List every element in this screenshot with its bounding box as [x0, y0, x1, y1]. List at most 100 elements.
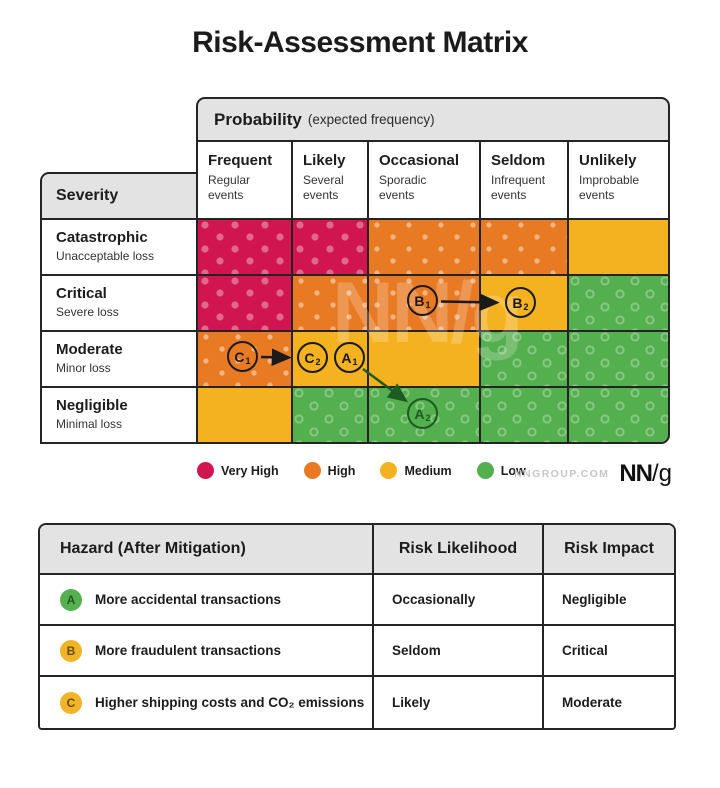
column-header-seldom: Seldom Infrequent events — [479, 140, 569, 220]
legend-item-very-high: Very High — [197, 462, 279, 479]
table-row-c-impact: Moderate — [544, 677, 674, 728]
matrix-cell — [567, 330, 670, 388]
probability-title: Probability — [214, 109, 302, 129]
legend-item-high: High — [303, 462, 356, 479]
row-label: Negligible — [56, 397, 128, 414]
hazard-table: Hazard (After Mitigation) Risk Likelihoo… — [38, 523, 676, 730]
marker-letter: A — [414, 405, 425, 422]
table-row-c-hazard: C Higher shipping costs and CO₂ emission… — [40, 677, 374, 728]
column-header-likely: Likely Several events — [291, 140, 369, 220]
badge-a-icon: A — [60, 588, 82, 611]
marker-sub: 1 — [425, 299, 431, 310]
table-row-b-likelihood: Seldom — [374, 626, 544, 677]
marker-sub: 2 — [523, 301, 529, 312]
column-header-occasional: Occasional Sporadic events — [367, 140, 481, 220]
row-label: Catastrophic — [56, 229, 148, 246]
column-label: Likely — [303, 152, 346, 169]
matrix-cell — [479, 218, 569, 276]
row-sublabel: Minimal loss — [56, 417, 123, 432]
hazard-text: More accidental transactions — [95, 592, 282, 607]
marker-letter: C — [234, 348, 245, 365]
column-label: Frequent — [208, 152, 273, 169]
matrix-cell — [479, 386, 569, 444]
table-row-b-hazard: B More fraudulent transactions — [40, 626, 374, 677]
column-header-unlikely: Unlikely Improbable events — [567, 140, 670, 220]
row-header-negligible: Negligible Minimal loss — [40, 386, 198, 444]
nngroup-url: NNGROUP.COM — [514, 468, 610, 480]
legend-item-medium: Medium — [380, 462, 452, 479]
table-row-a-impact: Negligible — [544, 575, 674, 626]
high-dot-icon — [303, 462, 321, 479]
table-row-a-hazard: A More accidental transactions — [40, 575, 374, 626]
column-sublabel: Improbable events — [579, 173, 640, 203]
column-sublabel: Regular events — [208, 173, 251, 203]
probability-header: Probability (expected frequency) — [196, 97, 670, 142]
matrix-cell — [291, 386, 369, 444]
legend-item-low: Low — [476, 462, 526, 479]
table-header-hazard: Hazard (After Mitigation) — [40, 525, 374, 575]
hazard-text: Higher shipping costs and CO₂ emissions — [95, 695, 365, 710]
page-title: Risk-Assessment Matrix — [192, 26, 528, 59]
medium-dot-icon — [380, 462, 398, 479]
legend-label: Very High — [221, 463, 279, 478]
column-header-frequent: Frequent Regular events — [196, 140, 293, 220]
row-sublabel: Minor loss — [56, 361, 111, 376]
table-header-likelihood: Risk Likelihood — [374, 525, 544, 575]
marker-letter: A — [341, 349, 352, 366]
matrix-cell — [196, 274, 293, 332]
matrix-cell — [196, 218, 293, 276]
row-sublabel: Unacceptable loss — [56, 249, 155, 264]
marker-sub: 2 — [425, 412, 431, 423]
row-sublabel: Severe loss — [56, 305, 119, 320]
column-label: Seldom — [491, 152, 546, 169]
nng-logo: NN/g — [619, 460, 672, 488]
matrix-cell — [367, 218, 481, 276]
marker-letter: B — [414, 292, 425, 309]
row-label: Critical — [56, 285, 107, 302]
matrix-cell — [196, 386, 293, 444]
nng-logo-nn: NN — [619, 460, 653, 487]
matrix-cell — [479, 330, 569, 388]
matrix-cell — [567, 274, 670, 332]
table-row-c-likelihood: Likely — [374, 677, 544, 728]
legend-label: Low — [500, 463, 526, 478]
marker-sub: 1 — [245, 355, 251, 366]
badge-c-icon: C — [60, 691, 82, 714]
column-label: Unlikely — [579, 152, 637, 169]
table-header-impact: Risk Impact — [544, 525, 674, 575]
column-sublabel: Several events — [303, 173, 344, 203]
probability-subtitle: (expected frequency) — [307, 112, 435, 127]
legend-label: Medium — [404, 463, 452, 478]
column-sublabel: Infrequent events — [491, 173, 546, 203]
table-row-b-impact: Critical — [544, 626, 674, 677]
hazard-text: More fraudulent transactions — [95, 643, 282, 658]
row-header-moderate: Moderate Minor loss — [40, 330, 198, 388]
row-header-catastrophic: Catastrophic Unacceptable loss — [40, 218, 198, 276]
very-high-dot-icon — [197, 462, 214, 479]
risk-legend: Very High High Medium Low — [197, 462, 551, 479]
row-label: Moderate — [56, 341, 123, 358]
severity-title: Severity — [56, 187, 119, 204]
legend-label: High — [327, 463, 356, 478]
matrix-cell — [291, 218, 369, 276]
matrix-cell — [567, 218, 670, 276]
column-label: Occasional — [379, 152, 460, 169]
matrix-cell — [567, 386, 670, 444]
column-sublabel: Sporadic events — [379, 173, 427, 203]
marker-sub: 2 — [315, 356, 321, 367]
nng-logo-slash-g: /g — [651, 460, 672, 487]
marker-letter: C — [304, 349, 315, 366]
row-header-critical: Critical Severe loss — [40, 274, 198, 332]
nng-brand: NNGROUP.COM NN/g — [514, 460, 672, 488]
low-dot-icon — [476, 462, 494, 479]
table-row-a-likelihood: Occasionally — [374, 575, 544, 626]
matrix-cell — [367, 330, 481, 388]
severity-header: Severity — [40, 172, 198, 220]
